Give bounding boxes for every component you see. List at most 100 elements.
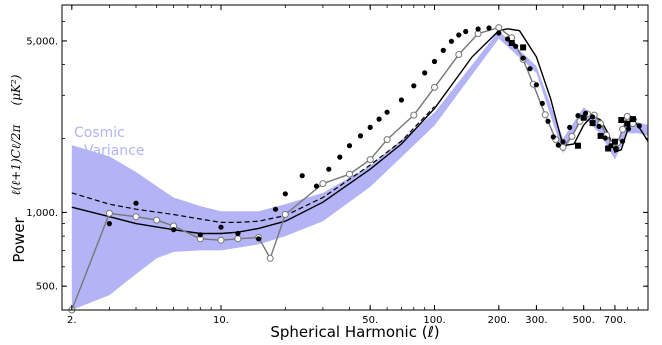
ticks-layer: 2. 10. 50. 100. 200. 300. 500. 700. 500. 1,000. 5,… [26,4,649,326]
filled-point [440,47,446,54]
open-point [431,83,438,91]
square-point [629,116,636,123]
y-tick-label: 5,000. [26,36,58,47]
filled-point [411,83,417,89]
filled-point [357,133,364,139]
open-point [319,180,327,188]
square-point [520,44,527,51]
x-tick-label: 10. [213,315,229,326]
model-dashed-line [71,106,435,223]
filled-point [171,227,177,233]
filled-point [555,142,561,148]
filled-point [463,28,469,35]
filled-point [539,100,545,106]
filled-point [384,109,390,115]
filled-point [106,221,112,227]
x-tick-label: 100. [423,315,445,326]
filled-point [486,25,492,31]
x-tick-label: 2. [67,315,77,326]
filled-point [197,232,203,238]
y-axis-formula: ℓ(ℓ+1)Cℓ/2π [9,123,23,195]
markers-layer [68,24,642,314]
filled-point [545,118,551,124]
open-point [217,236,225,244]
open-point [568,132,576,140]
filled-point [527,66,533,72]
y-axis-units: (μK²) [9,74,23,105]
y-tick-label: 1,000. [26,208,58,219]
filled-point [133,200,139,206]
open-point [346,170,353,178]
cosmic-label-line1: Cosmic [74,125,125,141]
filled-point [272,206,279,212]
x-axis-title: Spherical Harmonic (ℓ) [270,323,439,341]
filled-point [376,116,382,122]
filled-point [282,191,288,197]
plot-frame [61,4,649,311]
filled-point [431,58,438,65]
x-tick-label: 500. [573,315,595,326]
open-point [455,51,463,58]
x-tick-label: 50. [362,315,378,326]
filled-point [550,134,556,140]
filled-point [636,123,642,129]
square-point [597,132,604,139]
open-point [266,254,274,262]
filled-point [625,126,632,132]
x-tick-label: 200. [488,315,510,326]
filled-point [596,123,602,129]
x-tick-label: 700. [604,315,626,326]
filled-point [567,124,573,130]
cosmic-label-line2: Variance [84,143,144,159]
filled-point [346,143,353,149]
filled-point [496,30,502,36]
open-point [559,143,567,151]
filled-point [456,32,462,38]
square-point [508,40,515,46]
filled-point [313,183,320,189]
filled-point [560,139,566,145]
open-point [234,235,242,243]
square-point [589,120,596,127]
open-point [410,111,418,119]
open-point [383,136,391,144]
filled-point [218,224,224,230]
open-point [281,211,289,218]
filled-point [299,173,305,179]
open-point [619,125,627,133]
model-solid-line [71,28,649,235]
y-tick-label: 500. [36,282,58,293]
filled-point [256,236,262,242]
open-point [495,24,503,32]
square-point [605,145,612,152]
filled-point [620,138,626,144]
square-point [580,114,587,121]
open-point [541,111,549,119]
open-point [623,112,631,120]
filled-point [326,166,332,172]
filled-point [520,55,526,61]
filled-point [367,124,373,130]
square-point [624,120,631,127]
open-point [153,216,161,224]
filled-point [235,230,241,237]
filled-point [398,97,404,103]
square-point [618,117,625,123]
x-tick-label: 300. [525,315,547,326]
open-point [366,156,374,164]
square-point [575,142,581,149]
filled-point [613,145,619,152]
y-axis-title: Power [10,216,28,262]
filled-point [475,26,481,32]
filled-point [422,70,428,76]
filled-point [602,135,608,141]
filled-point [590,114,596,120]
filled-point [448,38,454,44]
filled-point [533,82,540,88]
square-point [611,138,618,145]
open-point [132,213,140,221]
filled-point [337,154,343,160]
open-point [105,209,113,217]
